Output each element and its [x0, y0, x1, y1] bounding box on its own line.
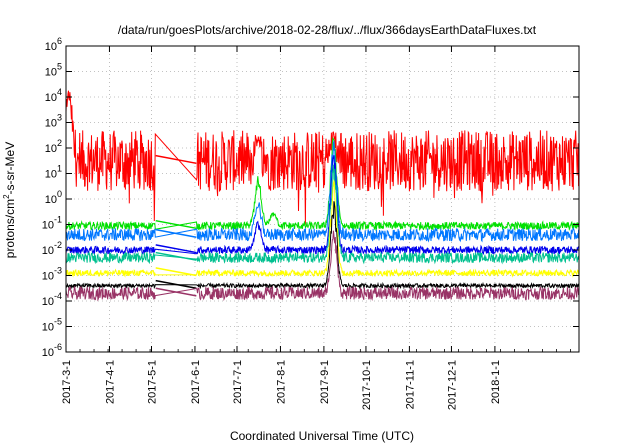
x-tick-label: 2017-5-1: [147, 360, 159, 404]
x-tick-label: 2017-9-1: [319, 360, 331, 404]
x-tick-label: 2017-12-1: [446, 360, 458, 410]
y-tick-base: 10: [45, 67, 57, 79]
y-tick-base: 10: [45, 118, 57, 130]
series-line: [65, 140, 580, 243]
y-tick-base: 10: [42, 296, 54, 308]
series-3: [65, 155, 580, 256]
gap-connector: [155, 154, 197, 165]
chart-title: /data/run/goesPlots/archive/2018-02-28/f…: [118, 23, 537, 37]
y-tick-label: 10-1: [42, 215, 62, 232]
x-tick-label: 2017-7-1: [232, 360, 244, 404]
x-tick-label: 2017-4-1: [104, 360, 116, 404]
series-5: [65, 179, 580, 278]
gap-connector: [155, 287, 197, 297]
y-axis-label: protons/cm2-s-sr-MeV: [2, 142, 17, 258]
y-tick-label: 104: [45, 87, 62, 104]
y-tick-label: 102: [45, 138, 62, 155]
y-axis-label-sup: 2: [2, 194, 11, 199]
y-tick-exp: 4: [57, 87, 62, 97]
gap-connector: [155, 228, 197, 238]
y-tick-exp: 3: [57, 113, 62, 123]
y-tick-exp: 1: [57, 164, 62, 174]
y-tick-base: 10: [42, 322, 54, 334]
y-tick-base: 10: [45, 194, 57, 206]
y-tick-label: 103: [45, 113, 62, 130]
series-6: [65, 201, 580, 290]
series-line: [65, 230, 580, 302]
y-tick-label: 10-5: [42, 317, 62, 334]
gap-connector: [155, 251, 197, 261]
y-tick-base: 10: [45, 92, 57, 104]
y-tick-exp: -2: [54, 240, 62, 250]
y-tick-exp: -3: [54, 266, 62, 276]
x-axis-ticks: 2017-3-1 2017-4-1 2017-5-1 2017-6-1 2017-7-1…: [61, 46, 571, 410]
y-tick-exp: 0: [57, 189, 62, 199]
x-tick-label: 2017-11-1: [404, 360, 416, 409]
gap-connector: [155, 267, 197, 277]
y-tick-base: 10: [45, 169, 57, 181]
y-tick-exp: 6: [57, 36, 62, 46]
y-tick-base: 10: [42, 220, 54, 232]
series-line: [65, 164, 580, 265]
y-tick-label: 106: [45, 36, 62, 53]
x-tick-label: 2018-1-1: [490, 360, 502, 404]
series-line: [65, 90, 580, 225]
y-tick-exp: -4: [54, 291, 62, 301]
y-axis-label-tail: -s-sr-MeV: [3, 142, 17, 195]
y-tick-label: 10-3: [42, 266, 62, 283]
y-tick-label: 10-2: [42, 240, 62, 257]
series-0: [65, 90, 580, 225]
x-axis-label: Coordinated Universal Time (UTC): [230, 429, 414, 443]
y-tick-label: 100: [45, 189, 62, 206]
y-axis-label-main: protons/cm: [3, 199, 17, 258]
y-tick-label: 10-4: [42, 291, 62, 308]
y-tick-exp: -6: [54, 342, 62, 352]
y-tick-exp: 5: [57, 62, 62, 72]
series-line: [65, 136, 580, 232]
y-tick-exp: 2: [57, 138, 62, 148]
gap-connector: [155, 219, 197, 230]
y-tick-base: 10: [42, 347, 54, 359]
series-line: [65, 155, 580, 256]
y-tick-label: 105: [45, 62, 62, 79]
series-4: [65, 164, 580, 265]
series-line: [65, 179, 580, 278]
series-line: [65, 201, 580, 290]
series-2: [65, 140, 580, 243]
y-tick-exp: -1: [54, 215, 62, 225]
data-series: [65, 90, 580, 302]
series-7: [65, 230, 580, 302]
y-axis-ticks: 10610510410310210110010-110-210-310-410-…: [42, 36, 579, 359]
y-tick-label: 101: [45, 164, 62, 181]
gap-connector: [155, 279, 197, 289]
series-1: [65, 136, 580, 232]
x-tick-label: 2017-3-1: [61, 360, 73, 404]
x-tick-label: 2017-8-1: [275, 360, 287, 404]
y-tick-base: 10: [45, 41, 57, 53]
gap-connector: [155, 244, 197, 254]
y-tick-base: 10: [45, 143, 57, 155]
grid-lines: [66, 46, 579, 352]
y-tick-base: 10: [42, 271, 54, 283]
x-tick-label: 2017-10-1: [361, 360, 373, 410]
x-tick-label: 2017-6-1: [190, 360, 202, 404]
y-tick-label: 10-6: [42, 342, 62, 359]
y-tick-base: 10: [42, 245, 54, 257]
y-tick-exp: -5: [54, 317, 62, 327]
